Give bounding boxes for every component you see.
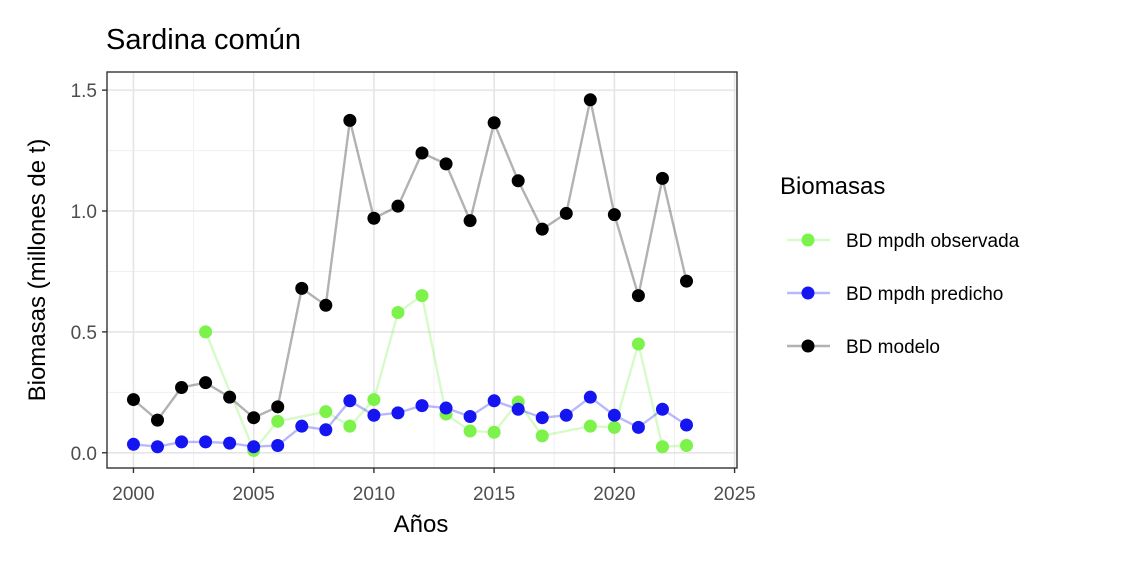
data-point bbox=[247, 411, 261, 425]
x-axis: 2000 2005 2010 2015 2020 2025 bbox=[112, 468, 756, 505]
legend-marker bbox=[801, 233, 815, 247]
x-axis-title: Años bbox=[394, 511, 449, 538]
legend-label: BD mpdh observada bbox=[846, 231, 1020, 252]
x-tick-label: 2020 bbox=[593, 484, 635, 505]
data-point bbox=[583, 93, 597, 107]
data-point bbox=[175, 380, 189, 394]
data-point bbox=[150, 413, 164, 427]
legend-label: BD mpdh predicho bbox=[846, 284, 1003, 305]
legend-item: BD mpdh predicho bbox=[787, 284, 1003, 305]
data-point bbox=[391, 306, 405, 320]
data-point bbox=[631, 289, 645, 303]
data-point bbox=[295, 281, 309, 295]
data-point bbox=[150, 440, 164, 454]
plot-panel bbox=[106, 71, 738, 469]
data-point bbox=[295, 419, 309, 433]
data-point bbox=[680, 439, 694, 453]
data-point bbox=[415, 289, 429, 303]
data-point bbox=[680, 418, 694, 432]
data-point bbox=[535, 429, 549, 443]
data-point bbox=[367, 408, 381, 422]
data-point bbox=[583, 419, 597, 433]
data-point bbox=[126, 393, 140, 407]
points-bd-mpdh-predicho bbox=[126, 390, 694, 454]
data-point bbox=[175, 435, 189, 449]
data-point bbox=[655, 171, 669, 185]
data-point bbox=[223, 390, 237, 404]
x-tick-label: 2025 bbox=[713, 484, 755, 505]
data-point bbox=[463, 410, 477, 424]
data-point bbox=[439, 401, 453, 415]
data-point bbox=[583, 390, 597, 404]
legend: Biomasas BD mpdh observada BD mpdh predic… bbox=[780, 173, 1020, 358]
data-point bbox=[415, 146, 429, 160]
x-tick-label: 2010 bbox=[353, 484, 395, 505]
data-point bbox=[126, 437, 140, 451]
legend-item: BD modelo bbox=[787, 337, 940, 358]
data-point bbox=[607, 420, 621, 434]
data-point bbox=[631, 337, 645, 351]
y-tick-label: 0.5 bbox=[71, 323, 97, 344]
data-point bbox=[559, 206, 573, 220]
data-point bbox=[367, 393, 381, 407]
data-point bbox=[463, 214, 477, 228]
data-point bbox=[391, 406, 405, 420]
data-point bbox=[343, 419, 357, 433]
data-point bbox=[607, 408, 621, 422]
data-point bbox=[655, 440, 669, 454]
data-point bbox=[607, 208, 621, 222]
panel-border bbox=[106, 71, 738, 469]
data-point bbox=[199, 435, 213, 449]
chart-title: Sardina común bbox=[106, 24, 301, 56]
data-point bbox=[463, 424, 477, 438]
data-point bbox=[487, 116, 501, 130]
y-axis: 0.0 0.5 1.0 1.5 bbox=[71, 81, 107, 465]
data-point bbox=[199, 325, 213, 339]
data-point bbox=[439, 157, 453, 171]
y-tick-label: 0.0 bbox=[71, 444, 97, 465]
data-point bbox=[655, 402, 669, 416]
data-point bbox=[271, 439, 285, 453]
points-bd-modelo bbox=[126, 93, 694, 427]
data-point bbox=[343, 394, 357, 408]
data-point bbox=[343, 113, 357, 127]
legend-marker bbox=[801, 339, 815, 353]
data-point bbox=[487, 394, 501, 408]
data-point bbox=[367, 211, 381, 225]
data-point bbox=[535, 222, 549, 236]
data-point bbox=[511, 174, 525, 188]
y-tick-label: 1.0 bbox=[71, 202, 97, 223]
x-tick-label: 2000 bbox=[112, 484, 154, 505]
data-point bbox=[319, 405, 333, 419]
legend-label: BD modelo bbox=[846, 337, 940, 358]
data-point bbox=[680, 274, 694, 288]
data-point bbox=[271, 400, 285, 414]
data-point bbox=[391, 199, 405, 213]
data-point bbox=[223, 436, 237, 450]
data-point bbox=[199, 376, 213, 390]
data-point bbox=[511, 402, 525, 416]
data-point bbox=[415, 399, 429, 413]
legend-item: BD mpdh observada bbox=[787, 231, 1020, 252]
data-point bbox=[559, 408, 573, 422]
data-point bbox=[535, 411, 549, 425]
data-point bbox=[247, 440, 261, 454]
data-point bbox=[631, 420, 645, 434]
x-tick-label: 2005 bbox=[233, 484, 275, 505]
legend-title: Biomasas bbox=[780, 173, 885, 200]
x-tick-label: 2015 bbox=[473, 484, 515, 505]
data-point bbox=[271, 414, 285, 428]
data-point bbox=[319, 423, 333, 437]
data-point bbox=[487, 425, 501, 439]
data-point bbox=[319, 298, 333, 312]
y-tick-label: 1.5 bbox=[71, 81, 97, 102]
legend-marker bbox=[801, 286, 815, 300]
y-axis-title: Biomasas (millones de t) bbox=[24, 139, 51, 402]
